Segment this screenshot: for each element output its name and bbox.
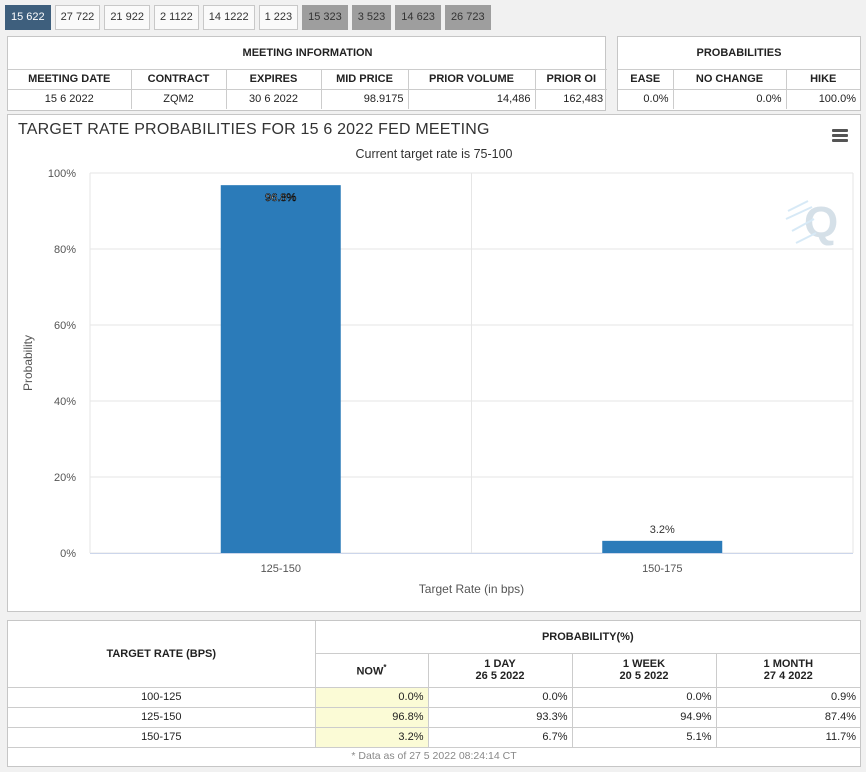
tab-meeting[interactable]: 15 323	[302, 5, 348, 30]
y-tick-label: 80%	[54, 244, 76, 256]
table-row: 125-150 96.8% 93.3% 94.9% 87.4%	[8, 706, 861, 727]
now-cell: 3.2%	[314, 726, 428, 747]
target-rate-chart: Q 0% 20% 40% 60% 80% 100% 125-150 96.8% 150-175 3…	[21, 168, 854, 596]
table-row: 100-125 0.0% 0.0% 0.0% 0.9%	[8, 686, 861, 707]
y-tick-label: 100%	[48, 168, 76, 180]
col-date: 20 5 2022	[619, 670, 669, 682]
tab-meeting[interactable]: 1 223	[258, 5, 299, 30]
value-cell: 94.9%	[571, 706, 716, 727]
y-tick-label: 20%	[54, 472, 76, 484]
hike-value: 100.0%	[785, 88, 860, 109]
col-date: 27 4 2022	[763, 670, 813, 682]
tab-meeting[interactable]: 2 1122	[153, 5, 199, 30]
data-label: 3.2%	[650, 524, 675, 536]
target-rate-header: TARGET RATE (BPS)	[106, 647, 217, 660]
tab-meeting[interactable]: 27 722	[54, 5, 101, 30]
y-axis-title: Probability	[21, 335, 35, 391]
col-label: 1 WEEK	[622, 658, 666, 670]
probability-header: PROBABILITY(%)	[314, 621, 861, 653]
now-asterisk: *	[383, 662, 387, 672]
meeting-information-title: MEETING INFORMATION	[242, 46, 373, 59]
col-header: MEETING DATE	[8, 68, 131, 89]
col-header: NO CHANGE	[672, 68, 786, 89]
meeting-date-value: 15 6 2022	[8, 88, 131, 109]
probability-history-panel: TARGET RATE (BPS) PROBABILITY(%) NOW* 1 …	[7, 620, 861, 767]
labels: 0% 20% 40% 60% 80% 100% 125-150 96.8% 150-175 3.2…	[48, 168, 683, 575]
col-header: MID PRICE	[320, 68, 408, 89]
tab-meeting[interactable]: 14 623	[395, 5, 441, 30]
hamburger-menu-icon[interactable]	[832, 129, 848, 142]
col-header: HIKE	[785, 68, 860, 89]
value-cell: 6.7%	[427, 726, 572, 747]
y-tick-label: 40%	[54, 396, 76, 408]
probabilities-panel: PROBABILITIES EASE NO CHANGE HIKE 0.0% 0…	[617, 36, 861, 111]
prior-oi-value: 162,483	[534, 88, 608, 109]
mid-price-value: 98.9175	[320, 88, 408, 109]
value-cell: 5.1%	[571, 726, 716, 747]
value-cell: 93.3%	[427, 706, 572, 727]
value-cell: 0.0%	[427, 686, 572, 707]
col-header-1-week: 1 WEEK 20 5 2022	[571, 652, 716, 687]
meeting-information-panel: MEETING INFORMATION MEETING DATE CONTRAC…	[7, 36, 608, 111]
x-tick-label: 150-175	[642, 563, 682, 575]
chart-panel: TARGET RATE PROBABILITIES FOR 15 6 2022 …	[7, 114, 861, 612]
col-header-1-month: 1 MONTH 27 4 2022	[715, 652, 861, 687]
rate-cell: 150-175	[8, 726, 315, 747]
value-cell: 87.4%	[715, 706, 861, 727]
tab-meeting[interactable]: 14 1222	[202, 5, 255, 30]
col-header: PRIOR OI	[534, 68, 608, 89]
y-tick-label: 60%	[54, 320, 76, 332]
bars	[220, 185, 723, 553]
grid-lines	[89, 172, 854, 554]
now-cell: 0.0%	[314, 686, 428, 707]
tab-meeting[interactable]: 15 622	[5, 5, 51, 30]
tab-meeting[interactable]: 26 723	[444, 5, 491, 30]
col-date: 26 5 2022	[475, 670, 525, 682]
y-tick-label: 0%	[60, 548, 76, 560]
rate-cell: 100-125	[8, 686, 315, 707]
svg-text:Q: Q	[804, 198, 838, 247]
meeting-date-tabs: 15 622 27 722 21 922 2 1122 14 1222 1 22…	[5, 5, 491, 30]
probability-history-table: TARGET RATE (BPS) PROBABILITY(%) NOW* 1 …	[8, 621, 861, 765]
col-header: EASE	[618, 68, 673, 89]
probabilities-table: PROBABILITIES EASE NO CHANGE HIKE 0.0% 0…	[618, 37, 860, 109]
tab-meeting[interactable]: 21 922	[104, 5, 150, 30]
tab-meeting[interactable]: 3 523	[351, 5, 392, 30]
now-label: NOW	[356, 665, 384, 678]
table-row: 150-175 3.2% 6.7% 5.1% 11.7%	[8, 726, 861, 747]
col-header: EXPIRES	[225, 68, 321, 89]
col-label: 1 DAY	[484, 658, 516, 670]
value-cell: 0.9%	[715, 686, 861, 707]
data-label: 96.8%	[265, 192, 296, 204]
bar[interactable]	[220, 185, 341, 553]
x-axis-title: Target Rate (in bps)	[419, 582, 524, 596]
expires-value: 30 6 2022	[225, 88, 321, 109]
col-label: 1 MONTH	[763, 658, 814, 670]
data-timestamp-footnote: * Data as of 27 5 2022 08:24:14 CT	[8, 746, 861, 765]
chart-subtitle: Current target rate is 75-100	[355, 147, 513, 161]
value-cell: 0.0%	[571, 686, 716, 707]
prior-volume-value: 14,486	[407, 88, 535, 109]
col-header-now: NOW*	[314, 652, 428, 687]
bar[interactable]	[602, 540, 723, 553]
col-header: PRIOR VOLUME	[407, 68, 535, 89]
value-cell: 11.7%	[715, 726, 861, 747]
x-tick-label: 125-150	[261, 563, 301, 575]
chart-title: TARGET RATE PROBABILITIES FOR 15 6 2022 …	[18, 121, 490, 138]
q-logo-icon: Q	[785, 198, 838, 247]
col-header: CONTRACT	[130, 68, 226, 89]
no-change-value: 0.0%	[672, 88, 786, 109]
col-header-1-day: 1 DAY 26 5 2022	[427, 652, 572, 687]
ease-value: 0.0%	[618, 88, 673, 109]
probabilities-title: PROBABILITIES	[696, 46, 782, 59]
now-cell: 96.8%	[314, 706, 428, 727]
meeting-information-table: MEETING INFORMATION MEETING DATE CONTRAC…	[8, 37, 608, 109]
rate-cell: 125-150	[8, 706, 315, 727]
contract-value: ZQM2	[130, 88, 226, 109]
